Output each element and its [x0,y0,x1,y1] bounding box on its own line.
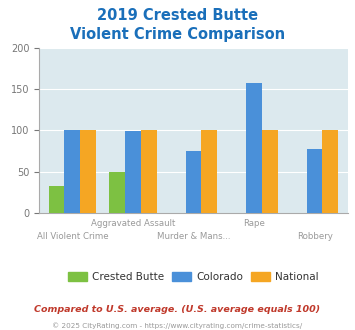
Text: Violent Crime Comparison: Violent Crime Comparison [70,27,285,42]
Legend: Crested Butte, Colorado, National: Crested Butte, Colorado, National [64,268,323,286]
Text: 2019 Crested Butte: 2019 Crested Butte [97,8,258,23]
Text: Aggravated Assault: Aggravated Assault [91,219,175,228]
Bar [125,131,141,213]
Text: Murder & Mans...: Murder & Mans... [157,232,230,241]
Bar [141,130,157,213]
Bar [80,130,96,213]
Text: Compared to U.S. average. (U.S. average equals 100): Compared to U.S. average. (U.S. average … [34,305,321,314]
Bar [65,130,80,213]
Bar [246,82,262,213]
Bar [262,130,278,213]
Bar [201,130,217,213]
Bar [109,172,125,213]
Text: © 2025 CityRating.com - https://www.cityrating.com/crime-statistics/: © 2025 CityRating.com - https://www.city… [53,323,302,329]
Text: Robbery: Robbery [297,232,333,241]
Bar [322,130,338,213]
Bar [307,148,322,213]
Text: All Violent Crime: All Violent Crime [37,232,108,241]
Bar [186,151,201,213]
Text: Rape: Rape [243,219,265,228]
Bar [49,185,65,213]
